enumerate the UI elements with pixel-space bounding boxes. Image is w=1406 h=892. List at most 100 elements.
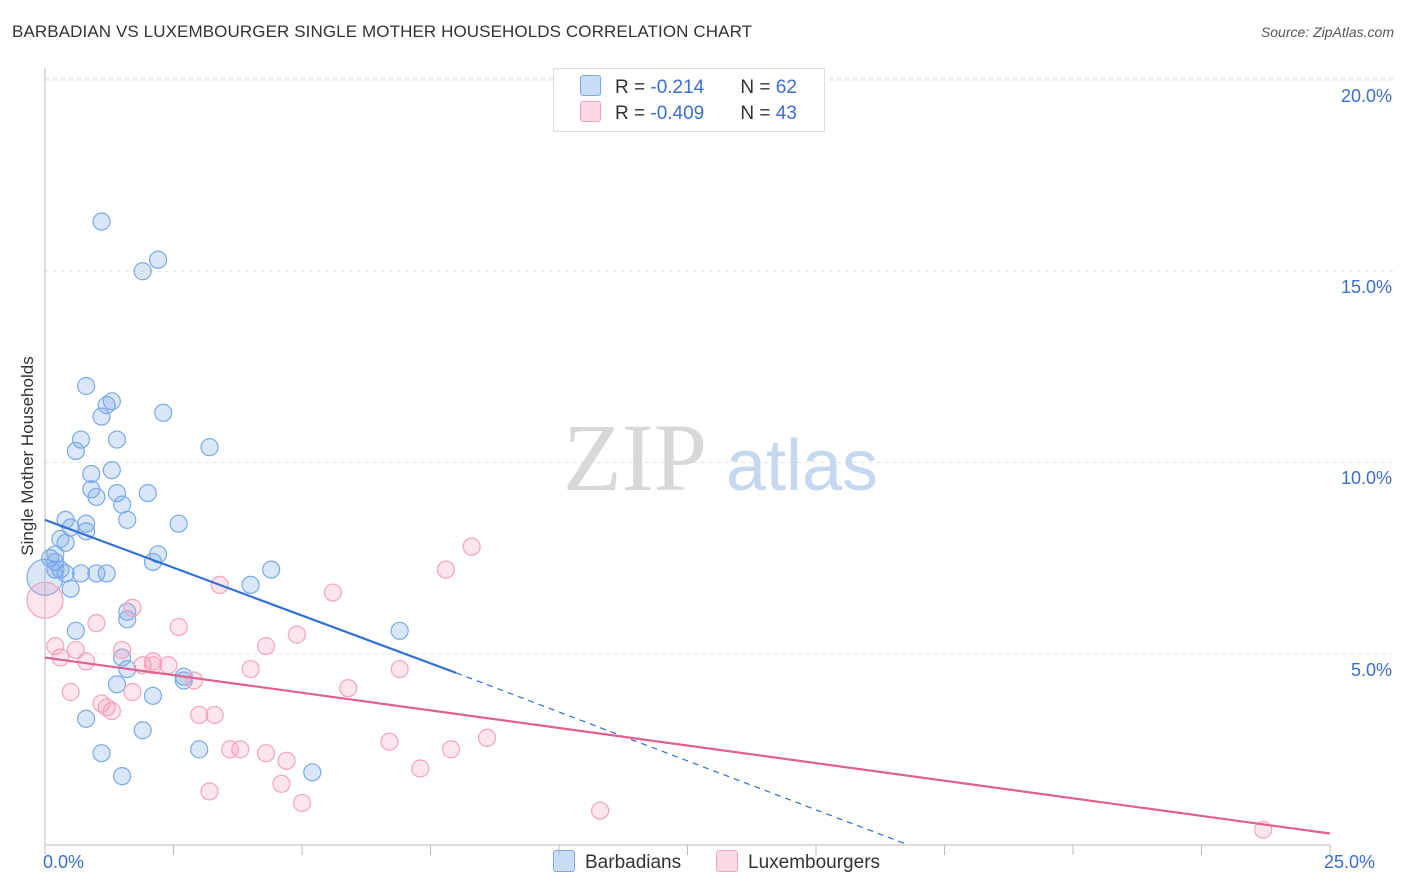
data-point xyxy=(87,614,106,633)
data-point xyxy=(97,564,116,583)
data-point xyxy=(87,564,106,583)
watermark-atlas: atlas xyxy=(726,426,878,506)
data-point xyxy=(46,636,65,656)
luxembourgers-points xyxy=(26,537,1273,839)
bottom-legend-luxembourgers: Luxembourgers xyxy=(716,850,880,874)
data-point xyxy=(241,575,260,595)
legend-n-value: 43 xyxy=(775,103,797,124)
legend-r-label: R = xyxy=(615,77,651,98)
data-point xyxy=(292,793,312,813)
data-point xyxy=(390,621,409,640)
y-tick-label: 10.0% xyxy=(1340,468,1392,488)
legend-n-value: 62 xyxy=(775,77,797,98)
data-point xyxy=(61,579,80,598)
legend-r-value: -0.214 xyxy=(650,77,705,98)
data-point xyxy=(241,659,260,679)
data-point xyxy=(143,652,163,671)
data-point xyxy=(66,621,85,640)
x-tick-label: 25.0% xyxy=(1324,852,1376,872)
bottom-legend-barbadians: Barbadians xyxy=(553,850,681,874)
data-point xyxy=(133,721,152,740)
data-point xyxy=(380,732,399,751)
watermark: ZIP atlas xyxy=(563,404,878,511)
data-point xyxy=(112,495,132,514)
data-point xyxy=(123,598,142,617)
data-point xyxy=(190,705,209,725)
trend-line xyxy=(44,656,1331,835)
data-point xyxy=(66,441,85,461)
data-point xyxy=(46,560,65,579)
data-point xyxy=(231,740,250,759)
data-point xyxy=(107,484,127,503)
legend-n-label: N = xyxy=(740,103,776,124)
data-point xyxy=(200,438,219,457)
data-point xyxy=(118,510,137,529)
legend-r-value: -0.409 xyxy=(650,103,705,124)
legend-n-label: N = xyxy=(740,77,776,98)
data-point xyxy=(97,396,116,415)
data-point xyxy=(205,705,224,725)
bottom-legend-label: Luxembourgers xyxy=(748,852,881,873)
axes xyxy=(44,68,1331,855)
data-point xyxy=(303,763,322,782)
data-point xyxy=(77,709,96,728)
data-point xyxy=(272,774,291,793)
data-point xyxy=(591,801,610,820)
y-tick-label: 5.0% xyxy=(1350,660,1392,680)
data-point xyxy=(87,487,106,507)
data-point xyxy=(390,659,409,679)
data-point xyxy=(123,682,142,702)
chart-title: BARBADIAN VS LUXEMBOURGER SINGLE MOTHER … xyxy=(12,22,753,41)
data-point xyxy=(61,682,80,702)
legend-swatch-pink xyxy=(716,850,738,872)
data-point xyxy=(92,407,111,426)
data-point xyxy=(143,686,163,705)
data-point xyxy=(92,212,111,231)
data-point xyxy=(92,744,111,763)
data-point xyxy=(26,558,64,596)
y-tick-label: 20.0% xyxy=(1340,86,1392,106)
data-point xyxy=(190,740,209,759)
data-point xyxy=(107,430,127,449)
legend-row-barbadians: R = -0.214 N = 62 xyxy=(580,75,797,101)
data-point xyxy=(256,636,276,656)
data-point xyxy=(200,782,219,801)
data-point xyxy=(102,702,121,721)
data-point xyxy=(262,560,281,579)
data-point xyxy=(159,656,178,675)
data-point xyxy=(133,262,152,281)
data-point xyxy=(56,533,75,552)
data-point xyxy=(220,740,240,759)
data-point xyxy=(66,640,85,660)
data-point xyxy=(169,514,188,533)
legend-swatch-blue xyxy=(553,850,575,872)
y-axis-label: Single Mother Households xyxy=(18,356,37,556)
legend-row-luxembourgers: R = -0.409 N = 43 xyxy=(580,101,797,127)
data-point xyxy=(323,583,342,602)
data-point xyxy=(143,656,163,675)
data-point xyxy=(277,751,296,770)
grid-lines xyxy=(45,77,1395,655)
data-point xyxy=(107,675,127,694)
data-point xyxy=(82,464,101,484)
data-point xyxy=(477,728,497,748)
source-note: Source: ZipAtlas.com xyxy=(1260,24,1394,40)
trend-line-extension xyxy=(455,672,909,846)
data-point xyxy=(77,376,96,396)
data-point xyxy=(112,648,132,667)
data-point xyxy=(436,560,456,579)
data-point xyxy=(169,617,188,637)
data-point xyxy=(256,744,276,763)
data-point xyxy=(411,759,430,778)
data-point xyxy=(138,484,157,503)
data-point xyxy=(112,640,132,660)
data-point xyxy=(112,767,132,786)
data-point xyxy=(77,514,96,533)
bottom-legend-label: Barbadians xyxy=(585,852,682,873)
data-point xyxy=(339,679,358,698)
data-point xyxy=(26,581,64,619)
data-point xyxy=(118,610,137,629)
data-point xyxy=(148,250,168,269)
data-point xyxy=(71,564,91,583)
